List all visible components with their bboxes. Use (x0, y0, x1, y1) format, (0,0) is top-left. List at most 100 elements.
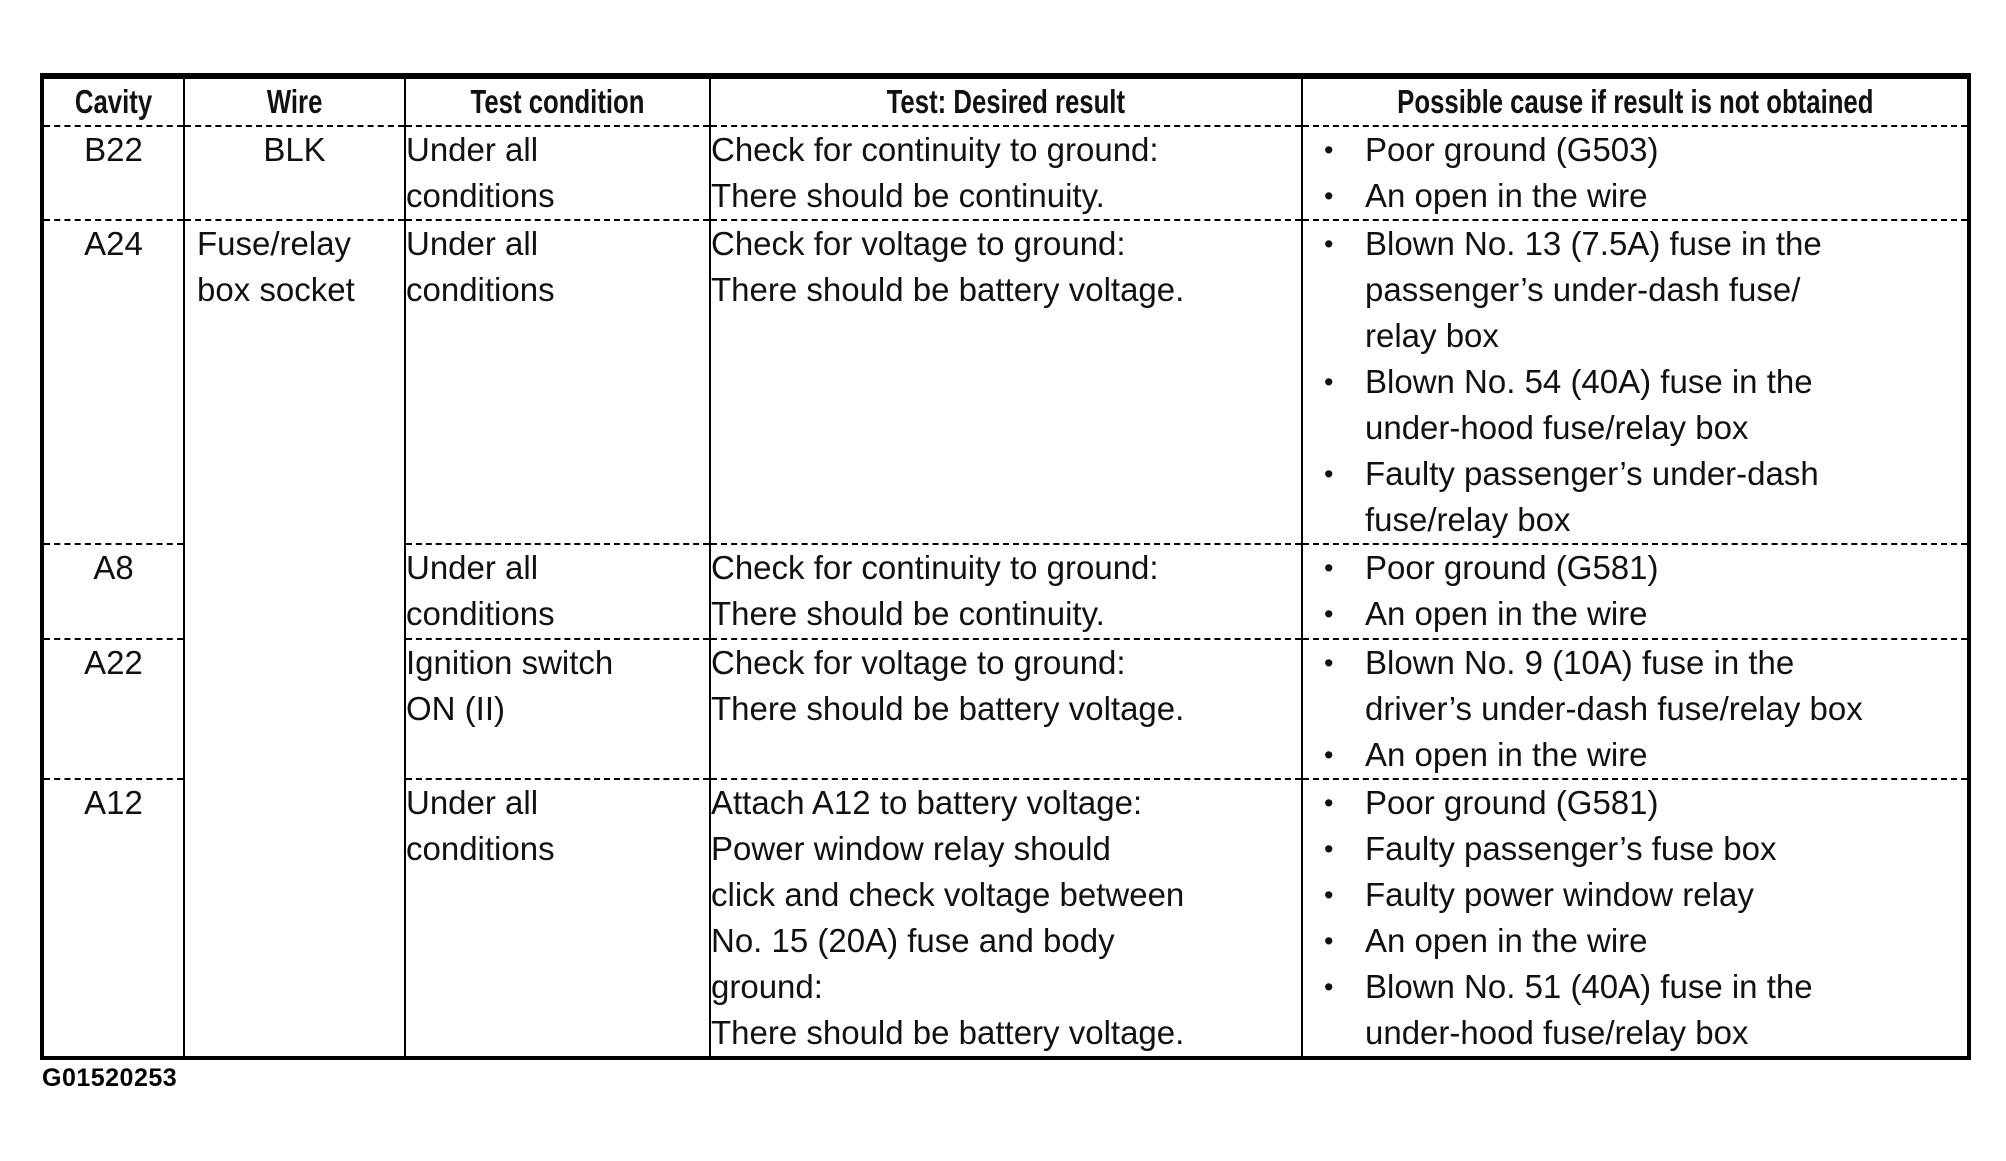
cause-item: • Faulty power window relay (1304, 872, 1967, 918)
bullet-icon: • (1324, 599, 1334, 629)
bullet-icon: • (1324, 972, 1334, 1002)
column-header: Cavity (41, 76, 185, 126)
cause-list: • Poor ground (G503) • An open in the wire (1304, 128, 1967, 219)
text-line: An open in the wire (1365, 595, 1648, 632)
text-line: A8 (93, 549, 134, 586)
header-row: Cavity Wire Test condition Test: Desired re… (41, 76, 1970, 126)
cause-item: • Poor ground (G503) (1304, 128, 1967, 173)
text-line: A24 (84, 225, 143, 262)
text-line: Poor ground (G581) (1365, 784, 1659, 821)
cause-list: • Blown No. 9 (10A) fuse in the driver’s u… (1304, 641, 1967, 778)
text-line: Check for voltage to ground: (711, 644, 1126, 681)
column-header: Possible cause if result is not obtained (1301, 76, 1970, 126)
text-line: fuse/relay box (1365, 501, 1571, 538)
cause-item: • Poor ground (G581) (1304, 781, 1967, 826)
text-line: Under all (406, 549, 539, 586)
text-line: Check for continuity to ground: (711, 549, 1159, 586)
column-header-label: Wire (266, 83, 323, 120)
text-line: conditions (406, 595, 555, 632)
text-line: relay box (1365, 317, 1499, 354)
cause-item: • An open in the wire (1304, 173, 1967, 219)
text-line: There should be battery voltage. (711, 271, 1185, 308)
bullet-icon: • (1324, 740, 1334, 770)
cause-item: • Blown No. 9 (10A) fuse in the driver’s u… (1304, 641, 1967, 732)
test-condition-cell: Under all conditions (404, 125, 711, 220)
test-condition-cell: Under all conditions (404, 219, 711, 544)
text-line: A22 (84, 644, 143, 681)
text-line: Under all (406, 225, 539, 262)
cavity-cell: A8 (41, 543, 185, 639)
possible-cause-cell: • Blown No. 13 (7.5A) fuse in the passenge… (1301, 219, 1970, 544)
text-line: Check for continuity to ground: (711, 131, 1159, 168)
bullet-icon: • (1324, 834, 1334, 864)
text-line: Poor ground (G581) (1365, 549, 1659, 586)
cavity-cell: A22 (41, 638, 185, 779)
text-line: driver’s under-dash fuse/relay box (1365, 690, 1863, 727)
text-line: An open in the wire (1365, 177, 1648, 214)
table-row: B22 BLK Under all conditions Check for conti… (41, 125, 1970, 220)
text-line: There should be continuity. (711, 177, 1105, 214)
text-line: Under all (406, 784, 539, 821)
text-line: under-hood fuse/relay box (1365, 409, 1749, 446)
column-header-label: Cavity (74, 83, 153, 120)
column-header-label: Test: Desired result (886, 83, 1126, 120)
bullet-icon: • (1324, 181, 1334, 211)
text-line: Blown No. 9 (10A) fuse in the (1365, 644, 1795, 681)
bullet-icon: • (1324, 367, 1334, 397)
cause-list: • Blown No. 13 (7.5A) fuse in the passenge… (1304, 222, 1967, 543)
test-condition-cell: Under all conditions (404, 778, 711, 1058)
bullet-icon: • (1324, 926, 1334, 956)
cavity-cell: A12 (41, 778, 185, 1058)
bullet-icon: • (1324, 553, 1334, 583)
cavity-cell: B22 (41, 125, 185, 220)
cause-item: • Blown No. 54 (40A) fuse in the under-hoo… (1304, 359, 1967, 451)
table-row: A12 Under all conditions Attach A12 to batt… (41, 778, 1970, 1058)
bullet-icon: • (1324, 648, 1334, 678)
table-header: Cavity Wire Test condition Test: Desired re… (41, 76, 1970, 126)
bullet-icon: • (1324, 459, 1334, 489)
column-header-label: Test condition (470, 83, 645, 120)
text-line: Blown No. 54 (40A) fuse in the (1365, 363, 1813, 400)
possible-cause-cell: • Poor ground (G503) • An open in the wire (1301, 125, 1970, 220)
bullet-icon: • (1324, 229, 1334, 259)
text-line: Fuse/relay (197, 225, 352, 262)
column-header: Test: Desired result (709, 76, 1303, 126)
column-header: Test condition (404, 76, 711, 126)
desired-result-cell: Check for continuity to ground: There sho… (709, 125, 1303, 220)
text-line: Blown No. 51 (40A) fuse in the (1365, 968, 1813, 1005)
text-line: Power window relay should (711, 830, 1111, 867)
text-line: Attach A12 to battery voltage: (711, 784, 1143, 821)
desired-result-cell: Check for voltage to ground: There should… (709, 638, 1303, 779)
text-line: Under all (406, 131, 539, 168)
text-line: B22 (84, 131, 143, 168)
cavity-cell: A24 (41, 219, 185, 544)
text-line: BLK (263, 131, 326, 168)
text-line: There should be continuity. (711, 595, 1105, 632)
cause-item: • Blown No. 51 (40A) fuse in the under-hoo… (1304, 964, 1967, 1056)
text-line: An open in the wire (1365, 922, 1648, 959)
cause-list: • Poor ground (G581) • An open in the wire (1304, 546, 1967, 637)
cause-item: • An open in the wire (1304, 918, 1967, 964)
text-line: Faulty passenger’s under-dash (1365, 455, 1819, 492)
cause-item: • Faulty passenger’s fuse box (1304, 826, 1967, 872)
table-row: A8 Under all conditions Check for continuit… (41, 543, 1970, 639)
text-line: passenger’s under-dash fuse/ (1365, 271, 1801, 308)
text-line: conditions (406, 271, 555, 308)
desired-result-cell: Check for voltage to ground: There should… (709, 219, 1303, 544)
text-line: box socket (197, 271, 355, 308)
text-line: No. 15 (20A) fuse and body (711, 922, 1115, 959)
text-line: click and check voltage between (711, 876, 1185, 913)
bullet-icon: • (1324, 788, 1334, 818)
text-line: conditions (406, 830, 555, 867)
bullet-icon: • (1324, 135, 1334, 165)
text-line: Poor ground (G503) (1365, 131, 1659, 168)
table-row: A24 Fuse/relay box socket Under all conditio… (41, 219, 1970, 1058)
desired-result-cell: Check for continuity to ground: There sho… (709, 543, 1303, 639)
connector-test-table: Cavity Wire Test condition Test: Desired re… (40, 73, 1971, 1060)
wire-cell: Fuse/relay box socket (183, 219, 406, 1058)
cause-list: • Poor ground (G581) • Faulty passenger’s f… (1304, 781, 1967, 1056)
table-body: B22 BLK Under all conditions Check for conti… (41, 125, 1970, 1058)
desired-result-cell: Attach A12 to battery voltage: Power wind… (709, 778, 1303, 1058)
text-line: There should be battery voltage. (711, 1014, 1185, 1051)
